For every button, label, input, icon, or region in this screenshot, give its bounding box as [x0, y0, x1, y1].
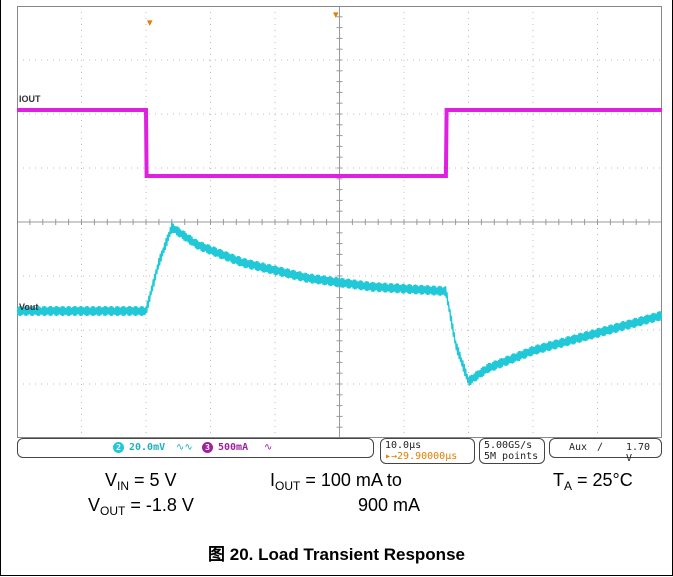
ta-condition: TA = 25°C: [553, 470, 633, 493]
iout-condition-line2: 900 mA: [358, 495, 421, 515]
trigger-readout: Aux ∕ 1.70 V: [549, 438, 662, 464]
vout-condition: VOUT = -1.8 V: [88, 495, 194, 518]
center-marker-icon: ▾: [333, 8, 339, 21]
sample-rate: 5.00GS/s: [484, 440, 533, 451]
iout-condition: IOUT = 100 mA to: [270, 470, 402, 493]
scope-plot: IOUT Vout ▾ ▾: [7, 5, 663, 438]
vout-channel-label: Vout: [19, 302, 38, 312]
trigger-position: ▸→29.90000μs: [385, 451, 458, 462]
timebase-readout: 10.0μs ▸→29.90000μs: [380, 438, 475, 464]
vin-condition: VIN = 5 V: [105, 470, 177, 493]
figure-title: 图 20. Load Transient Response: [208, 545, 465, 564]
scope-status-bar: 2 20.0mV ∿∿ 3 500mA ∿ 10.0μs ▸→29.90000μ…: [17, 436, 664, 464]
acquisition-readout: 5.00GS/s 5M points: [479, 438, 545, 464]
ch3-bandwidth-icon: ∿: [264, 442, 273, 453]
trigger-source: Aux: [569, 442, 588, 453]
record-length: 5M points: [484, 451, 539, 462]
vertical-scale-readout: 2 20.0mV ∿∿ 3 500mA ∿: [17, 438, 374, 458]
ch3-badge: 3: [202, 442, 213, 453]
iout-channel-label: IOUT: [19, 94, 41, 104]
vout-trace: [16, 222, 663, 386]
ch2-scale: 20.0mV: [129, 442, 166, 453]
trigger-slope-icon: ∕: [597, 442, 604, 453]
ch2-badge: 2: [113, 442, 124, 453]
ch2-bandwidth-icon: ∿∿: [176, 442, 193, 453]
iout-trace: [17, 108, 662, 178]
trigger-marker-icon: ▾: [147, 16, 153, 29]
ch3-scale: 500mA: [218, 442, 249, 453]
timebase-value: 10.0μs: [385, 440, 422, 451]
oscilloscope-display: IOUT Vout ▾ ▾: [7, 5, 663, 438]
trigger-level: 1.70 V: [626, 442, 651, 464]
graticule-border: [17, 6, 662, 438]
